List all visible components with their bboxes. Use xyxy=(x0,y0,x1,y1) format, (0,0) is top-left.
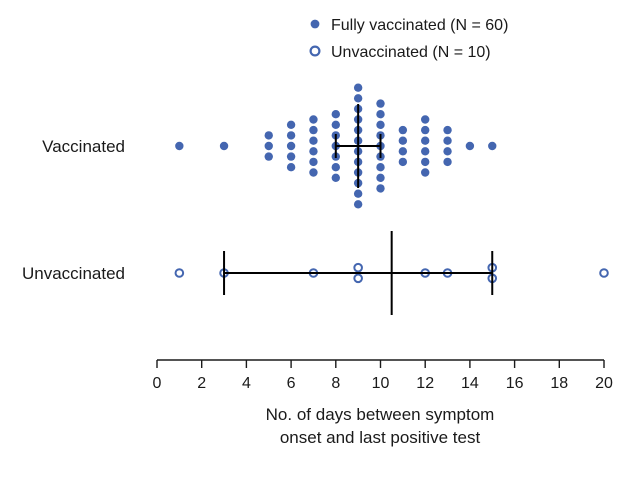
data-point-vaccinated xyxy=(309,115,318,124)
data-point-vaccinated xyxy=(331,163,340,172)
legend-label-2: Unvaccinated (N = 10) xyxy=(331,44,491,61)
data-point-vaccinated xyxy=(443,136,452,145)
data-point-vaccinated xyxy=(286,131,296,140)
x-tick-label-14: 14 xyxy=(461,375,479,392)
data-point-vaccinated xyxy=(331,110,340,119)
data-point-vaccinated xyxy=(309,125,318,135)
data-point-unvaccinated xyxy=(353,273,363,284)
x-tick-label-10: 10 xyxy=(372,375,390,392)
data-point-vaccinated xyxy=(309,168,318,177)
data-point-unvaccinated xyxy=(174,268,185,278)
data-point-vaccinated xyxy=(331,120,340,129)
data-point-vaccinated xyxy=(398,157,408,167)
data-point-vaccinated xyxy=(376,110,385,119)
x-tick-label-0: 0 xyxy=(153,375,162,392)
data-point-vaccinated xyxy=(309,136,318,145)
data-point-vaccinated xyxy=(398,125,408,135)
legend-label-1: Fully vaccinated (N = 60) xyxy=(331,17,508,34)
category-label-unvaccinated: Unvaccinated xyxy=(22,264,125,283)
data-point-vaccinated xyxy=(219,141,229,151)
legend-marker-2 xyxy=(309,45,321,57)
x-tick-label-20: 20 xyxy=(595,375,613,392)
x-axis-label-line-2: onset and last positive test xyxy=(280,428,481,447)
data-point-vaccinated xyxy=(421,125,430,135)
data-point-vaccinated xyxy=(443,157,452,167)
data-point-vaccinated xyxy=(309,157,318,167)
data-point-vaccinated xyxy=(286,120,296,129)
x-tick-label-4: 4 xyxy=(242,375,251,392)
data-point-vaccinated xyxy=(398,136,408,145)
data-point-vaccinated xyxy=(465,141,475,151)
x-tick-label-6: 6 xyxy=(287,375,296,392)
x-tick-label-18: 18 xyxy=(550,375,568,392)
x-tick-label-12: 12 xyxy=(416,375,434,392)
data-point-vaccinated xyxy=(264,141,273,151)
data-point-vaccinated xyxy=(488,141,497,151)
x-tick-label-2: 2 xyxy=(197,375,206,392)
data-point-vaccinated xyxy=(353,189,363,198)
data-point-vaccinated xyxy=(309,147,318,156)
data-point-unvaccinated xyxy=(353,262,363,273)
data-point-vaccinated xyxy=(353,94,363,103)
data-point-vaccinated xyxy=(353,83,363,92)
data-point-vaccinated xyxy=(376,99,385,108)
data-point-vaccinated xyxy=(331,173,340,182)
data-point-vaccinated xyxy=(421,168,430,177)
data-point-vaccinated xyxy=(421,147,430,156)
data-point-vaccinated xyxy=(286,141,296,151)
x-tick-label-8: 8 xyxy=(331,375,340,392)
data-point-vaccinated xyxy=(264,152,273,161)
legend-marker-1 xyxy=(310,19,320,29)
data-point-vaccinated xyxy=(421,115,430,124)
data-point-vaccinated xyxy=(353,200,363,209)
data-point-vaccinated xyxy=(286,163,296,172)
data-point-vaccinated xyxy=(443,147,452,156)
data-point-vaccinated xyxy=(421,157,430,167)
data-point-vaccinated xyxy=(398,147,408,156)
data-point-vaccinated xyxy=(376,163,385,172)
data-point-vaccinated xyxy=(443,125,452,135)
data-point-vaccinated xyxy=(376,184,385,193)
x-tick-label-16: 16 xyxy=(506,375,524,392)
category-label-vaccinated: Vaccinated xyxy=(42,137,125,156)
data-point-unvaccinated xyxy=(599,268,609,278)
data-point-vaccinated xyxy=(264,131,273,140)
data-point-vaccinated xyxy=(175,141,184,151)
x-axis-label-line-1: No. of days between symptom xyxy=(266,405,495,424)
data-point-vaccinated xyxy=(286,152,296,161)
data-point-vaccinated xyxy=(376,173,385,182)
data-point-vaccinated xyxy=(421,136,430,145)
data-point-vaccinated xyxy=(376,120,385,129)
